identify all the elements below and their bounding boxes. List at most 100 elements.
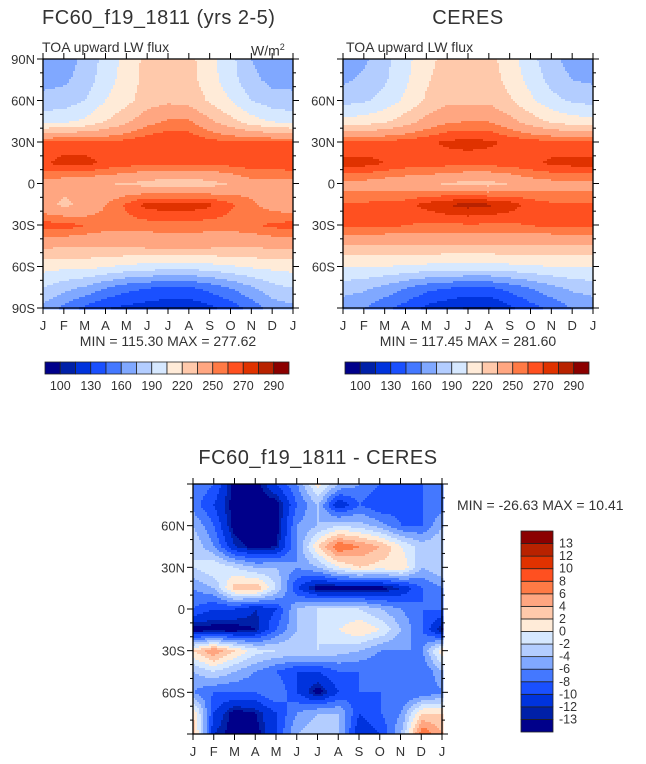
contour-cell <box>239 568 278 571</box>
contour-cell <box>195 512 208 515</box>
contour-cell <box>337 572 400 575</box>
contour-cell <box>123 133 154 136</box>
latitude-label: 30S <box>162 644 185 659</box>
contour-cell <box>479 223 522 226</box>
contour-cell <box>255 101 294 104</box>
contour-cell <box>205 676 220 679</box>
contour-cell <box>287 698 310 701</box>
contour-cell <box>231 594 262 597</box>
contour-cell <box>207 640 222 643</box>
contour-cell <box>433 522 444 525</box>
contour-cell <box>343 59 370 62</box>
contour-cell <box>499 69 522 72</box>
contour-cell <box>533 169 594 172</box>
contour-cell <box>281 500 290 503</box>
contour-cell <box>325 688 338 691</box>
contour-cell <box>335 706 342 709</box>
contour-cell <box>381 604 444 607</box>
contour-cell <box>221 588 228 591</box>
contour-cell <box>141 61 198 64</box>
contour-cell <box>203 630 226 633</box>
contour-cell <box>391 63 412 66</box>
latitude-label: 60S <box>162 685 185 700</box>
contour-cell <box>61 305 86 308</box>
contour-cell <box>407 83 430 86</box>
contour-cell <box>227 550 238 553</box>
contour-cell <box>437 584 444 587</box>
contour-cell <box>133 101 210 104</box>
contour-cell <box>43 161 52 164</box>
contour-cell <box>105 205 124 208</box>
contour-cell <box>195 664 210 667</box>
contour-cell <box>197 718 202 721</box>
contour-cell <box>327 566 340 569</box>
contour-cell <box>189 119 214 122</box>
contour-cell <box>203 730 208 733</box>
contour-cell <box>259 73 294 76</box>
contour-cell <box>131 165 230 168</box>
contour-cell <box>195 722 198 725</box>
contour-cell <box>261 586 270 589</box>
contour-cell <box>95 169 286 172</box>
contour-cell <box>211 193 294 196</box>
contour-cell <box>345 570 410 573</box>
contour-cell <box>411 61 436 64</box>
contour-cell <box>435 678 444 681</box>
contour-cell <box>197 706 202 709</box>
contour-cell <box>237 63 254 66</box>
contour-cell <box>299 486 306 489</box>
contour-cell <box>221 522 228 525</box>
contour-cell <box>437 666 444 669</box>
contour-cell <box>139 71 198 74</box>
contour-cell <box>237 65 256 68</box>
contour-cell <box>223 530 230 533</box>
contour-cell <box>125 203 144 206</box>
contour-cell <box>307 546 314 549</box>
contour-cell <box>285 540 292 543</box>
contour-cell <box>301 584 316 587</box>
contour-cell <box>43 233 88 236</box>
contour-cell <box>407 562 416 565</box>
contour-cell <box>343 187 594 190</box>
contour-cell <box>323 550 332 553</box>
contour-cell <box>203 724 208 727</box>
contour-cell <box>53 137 136 140</box>
contour-cell <box>193 668 206 671</box>
contour-cell <box>283 512 290 515</box>
contour-cell <box>193 490 208 493</box>
contour-cell <box>109 135 146 138</box>
contour-cell <box>423 618 438 621</box>
contour-cell <box>279 486 290 489</box>
contour-cell <box>247 548 276 551</box>
contour-cell <box>469 207 518 210</box>
contour-cell <box>317 608 360 611</box>
contour-cell <box>317 630 342 633</box>
contour-cell <box>73 71 98 74</box>
contour-cell <box>291 528 298 531</box>
contour-cell <box>519 61 540 64</box>
contour-cell <box>235 59 252 62</box>
contour-cell <box>203 582 220 585</box>
contour-cell <box>321 692 328 695</box>
contour-cell <box>337 692 382 695</box>
contour-cell <box>201 706 206 709</box>
contour-cell <box>419 718 444 721</box>
contour-cell <box>283 510 290 513</box>
contour-cell <box>221 526 230 529</box>
contour-cell <box>317 558 326 561</box>
contour-cell <box>413 297 458 300</box>
contour-cell <box>133 119 168 122</box>
contour-cell <box>291 572 324 575</box>
contour-cell <box>427 89 508 92</box>
contour-cell <box>561 59 594 62</box>
contour-cell <box>343 289 368 292</box>
contour-cell <box>393 606 444 609</box>
contour-cell <box>297 526 316 529</box>
contour-cell <box>231 652 246 655</box>
contour-cell <box>407 728 410 731</box>
contour-cell <box>437 109 500 112</box>
contour-cell <box>201 506 216 509</box>
contour-cell <box>343 233 386 236</box>
contour-cell <box>223 714 230 717</box>
contour-cell <box>491 205 522 208</box>
